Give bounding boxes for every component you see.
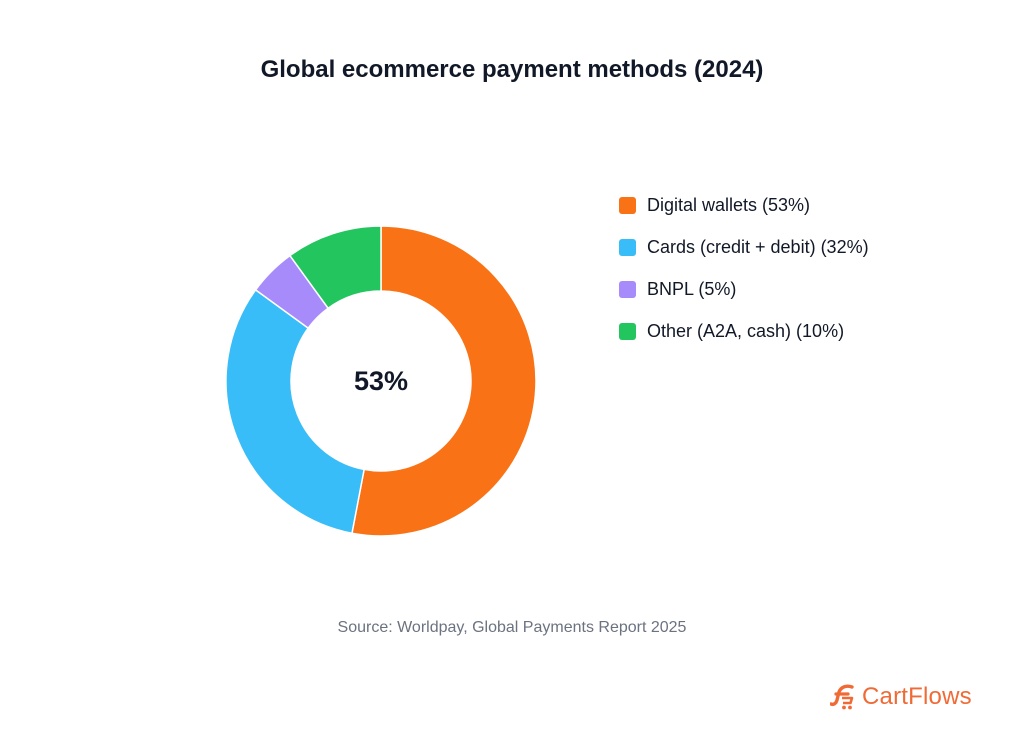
cartflows-logo-icon <box>830 684 854 710</box>
legend: Digital wallets (53%) Cards (credit + de… <box>619 184 869 352</box>
chart-title: Global ecommerce payment methods (2024) <box>260 56 764 83</box>
legend-swatch <box>619 322 636 340</box>
legend-item: Digital wallets (53%) <box>619 184 869 226</box>
donut-slices <box>225 225 537 537</box>
legend-item: Cards (credit + debit) (32%) <box>619 226 869 268</box>
legend-item: BNPL (5%) <box>619 268 869 310</box>
center-value-label: 53% <box>354 366 408 396</box>
donut-slice <box>288 225 382 310</box>
legend-label: Other (A2A, cash) (10%) <box>647 320 845 341</box>
legend-label: Cards (credit + debit) (32%) <box>647 236 869 257</box>
donut-slice <box>351 225 537 537</box>
brand-logo[interactable]: CartFlows <box>830 683 972 711</box>
source-note: Source: Worldpay, Global Payments Report… <box>337 619 687 636</box>
legend-label: BNPL (5%) <box>647 278 737 299</box>
legend-item: Other (A2A, cash) (10%) <box>619 310 869 352</box>
brand-name: CartFlows <box>862 683 972 710</box>
legend-label: Digital wallets (53%) <box>647 194 811 215</box>
legend-swatch <box>619 280 636 298</box>
donut-slice <box>225 288 366 535</box>
legend-swatch <box>619 196 636 214</box>
legend-swatch <box>619 238 636 256</box>
